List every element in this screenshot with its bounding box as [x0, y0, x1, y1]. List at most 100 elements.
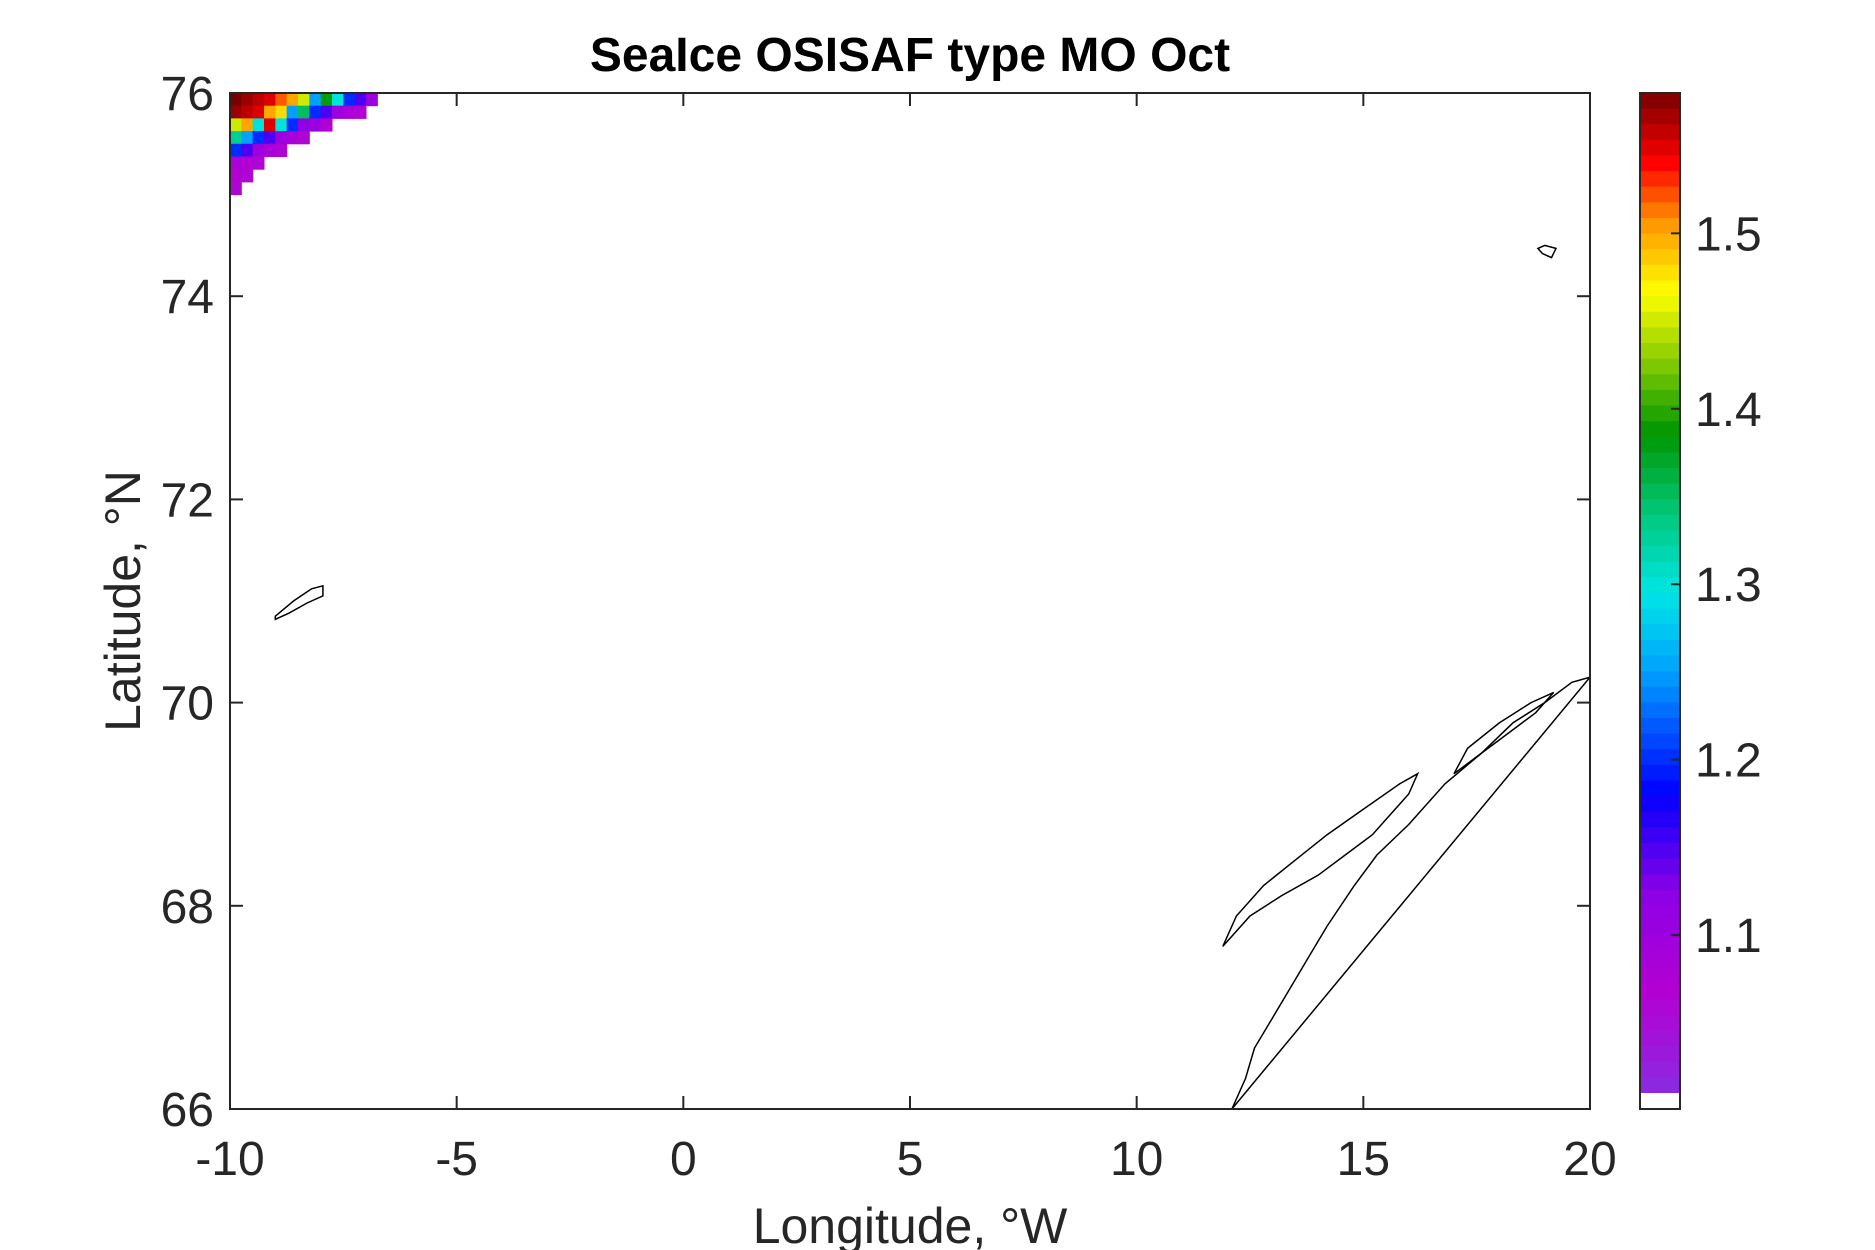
colorbar-band: [1640, 1046, 1680, 1063]
colorbar-frame: [1639, 92, 1681, 1110]
colorbar-band: [1640, 561, 1680, 578]
y-tick-label: 72: [161, 474, 214, 527]
colorbar-tick-label: 1.5: [1695, 208, 1762, 261]
y-tick-label: 68: [161, 881, 214, 934]
x-tick-label: 5: [897, 1133, 924, 1186]
heatmap-cell: [354, 93, 367, 107]
colorbar-band: [1640, 999, 1680, 1016]
heatmap-cell: [309, 118, 322, 132]
heatmap-cell: [230, 181, 242, 196]
heatmap-cell: [275, 118, 288, 132]
x-axis-label: Longitude, °W: [753, 1198, 1068, 1250]
x-tick-label: 0: [670, 1133, 697, 1186]
colorbar-band: [1640, 749, 1680, 766]
heatmap-cell: [230, 118, 242, 132]
colorbar-band: [1640, 483, 1680, 500]
heatmap-cell: [286, 93, 299, 107]
colorbar-tick-label: 1.2: [1695, 735, 1762, 788]
colorbar-band: [1640, 311, 1680, 328]
heatmap-cell: [241, 131, 254, 145]
y-axis-label: Latitude, °N: [95, 470, 151, 732]
heatmap-cell: [343, 93, 356, 107]
colorbar-band: [1640, 296, 1680, 313]
heatmap-cell: [264, 143, 276, 157]
colorbar-band: [1640, 233, 1680, 250]
colorbar-band: [1640, 452, 1680, 469]
colorbar-band: [1640, 218, 1680, 235]
coastline-outline: [274, 584, 324, 621]
coastline-outline: [1231, 676, 1590, 1109]
colorbar-band: [1640, 764, 1680, 782]
x-tick-label: -10: [195, 1133, 264, 1186]
heatmap-cells: [230, 93, 378, 196]
colorbar-band: [1640, 139, 1680, 157]
colorbar-band: [1640, 905, 1680, 922]
colorbar-band: [1640, 93, 1680, 110]
colorbar-tick-label: 1.1: [1695, 910, 1762, 963]
colorbar-band: [1640, 671, 1680, 688]
colorbar-band: [1640, 389, 1680, 407]
heatmap-cell: [252, 105, 265, 119]
heatmap-cell: [241, 118, 254, 132]
colorbar-band: [1640, 249, 1680, 266]
heatmap-cell: [230, 143, 242, 157]
heatmap-cell: [230, 105, 242, 119]
heatmap-cell: [332, 93, 344, 107]
colorbar-band: [1640, 936, 1680, 953]
colorbar-band: [1640, 780, 1680, 797]
colorbar-band: [1640, 327, 1680, 344]
colorbar-band: [1640, 639, 1680, 657]
colorbar-band: [1640, 1014, 1680, 1032]
colorbar-band: [1640, 343, 1680, 360]
heatmap-cell: [298, 105, 310, 119]
x-tick-label: 20: [1563, 1133, 1616, 1186]
colorbar-band: [1640, 811, 1680, 828]
heatmap-cell: [320, 118, 333, 132]
heatmap-cell: [309, 105, 322, 119]
heatmap-cell: [230, 93, 242, 107]
colorbar-band: [1640, 843, 1680, 860]
colorbar-band: [1640, 718, 1680, 735]
colorbar-band: [1640, 280, 1680, 297]
colorbar-band: [1640, 577, 1680, 594]
heatmap-cell: [275, 93, 288, 107]
x-tick-label: -5: [435, 1133, 478, 1186]
heatmap-cell: [264, 105, 276, 119]
colorbar-band: [1640, 202, 1680, 219]
heatmap-cell: [230, 156, 242, 170]
y-tick-label: 70: [161, 678, 214, 731]
y-tick-label: 76: [161, 68, 214, 121]
colorbar-band: [1640, 889, 1680, 907]
colorbar-band: [1640, 1077, 1680, 1094]
colorbar-band: [1640, 468, 1680, 485]
colorbar-band: [1640, 374, 1680, 391]
colorbar-band: [1640, 702, 1680, 719]
colorbar-band: [1640, 155, 1680, 172]
heatmap-cell: [366, 93, 378, 107]
heatmap-cell: [241, 156, 254, 170]
plot-area: [230, 93, 1590, 1109]
heatmap-cell: [298, 93, 310, 107]
heatmap-cell: [320, 93, 333, 107]
heatmap-cell: [264, 118, 276, 132]
heatmap-cell: [275, 105, 288, 119]
heatmap-cell: [241, 143, 254, 157]
y-axis: 66 68 70 72 74 76: [161, 68, 1590, 1137]
colorbar-band: [1640, 530, 1680, 547]
coastline-outline: [1453, 691, 1555, 775]
colorbar-band: [1640, 436, 1680, 453]
heatmap-cell: [286, 118, 299, 132]
coastline-outlines: [274, 244, 1590, 1109]
heatmap-cell: [343, 105, 356, 119]
colorbar-band: [1640, 686, 1680, 703]
heatmap-cell: [332, 105, 344, 119]
heatmap-cell: [298, 131, 310, 145]
colorbar-band: [1640, 499, 1680, 516]
colorbar-nan-strip: [1640, 1093, 1680, 1109]
x-axis: -10 -5 0 5 10 15 20: [195, 93, 1617, 1186]
colorbar-band: [1640, 514, 1680, 532]
heatmap-cell: [241, 93, 254, 107]
heatmap-cell: [275, 143, 288, 157]
heatmap-cell: [309, 93, 322, 107]
colorbar-band: [1640, 358, 1680, 375]
